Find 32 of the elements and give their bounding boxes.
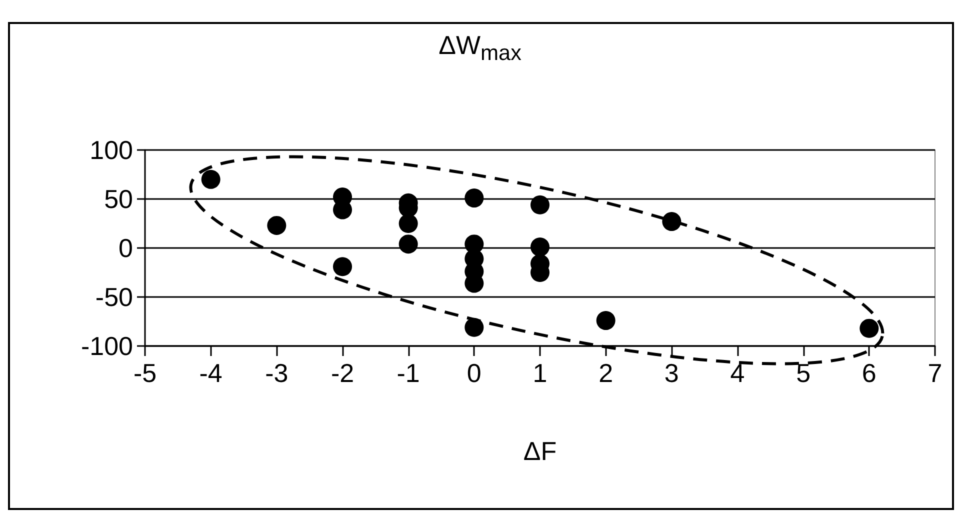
x-axis-title: ΔF [523,436,557,466]
point [333,257,352,276]
y-tick-label: 100 [90,135,133,165]
x-tick-label: 7 [928,358,942,388]
x-tick-label: 4 [730,358,745,388]
x-tick-label: -1 [396,358,420,388]
x-tick-label: -2 [330,358,354,388]
point [530,238,550,257]
x-tick-label: 5 [796,358,811,388]
point [267,216,286,235]
point [860,318,879,338]
point [530,195,550,214]
x-tick-label: 1 [532,358,548,388]
x-tick-label: 2 [598,358,614,388]
point [464,318,484,337]
x-tick-label: 6 [862,358,876,388]
x-tick-label: -5 [133,358,157,388]
chart-title: ΔW$_{max}$ [438,30,522,66]
point [596,311,616,330]
point [201,170,220,189]
point [662,212,682,232]
y-tick-label: -100 [80,331,133,361]
x-tick-label: -3 [265,358,288,388]
point [464,188,484,208]
x-tick-label: 0 [466,358,482,388]
point [398,214,418,233]
y-tick-label: 50 [104,184,133,214]
point [398,234,418,254]
y-tick-label: -50 [95,282,133,312]
x-tick-label: -4 [199,358,222,388]
y-tick-label: 0 [118,233,133,263]
x-tick-label: 3 [664,358,679,388]
